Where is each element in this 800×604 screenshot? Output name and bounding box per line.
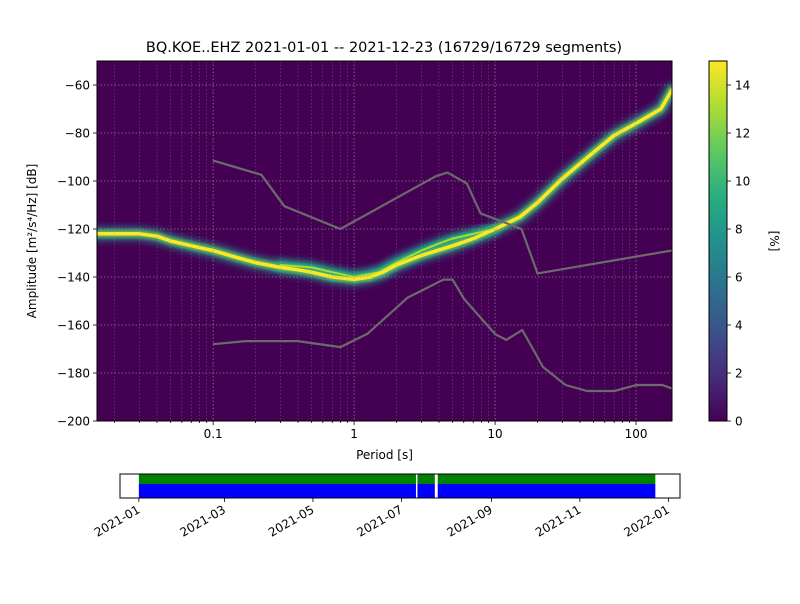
colorbar-ticks: 0 2 4 6 8 10 12 14 — [727, 79, 750, 429]
y-tick-label: −180 — [57, 367, 90, 381]
noise-model-nlnm — [212, 278, 672, 393]
timeline-tick-label: 2022-01 — [621, 502, 671, 539]
colorbar-tick-label: 14 — [735, 79, 750, 93]
data-coverage-timeline: 2021-01 2021-03 2021-05 2021-07 2021-09 2021-… — [92, 473, 681, 540]
y-tick-label: −140 — [57, 271, 90, 285]
chart-title: BQ.KOE..EHZ 2021-01-01 -- 2021-12-23 (16… — [146, 40, 622, 56]
colorbar-tick-label: 8 — [735, 223, 743, 237]
timeline-gap — [434, 474, 438, 498]
x-tick-label: 100 — [625, 427, 648, 441]
y-tick-label: −80 — [65, 127, 90, 141]
colorbar-tick-label: 6 — [735, 271, 743, 285]
colorbar-tick-label: 10 — [735, 175, 750, 189]
colorbar-gradient — [709, 61, 727, 421]
timeline-processed-bar — [138, 474, 656, 484]
timeline-tick-label: 2021-03 — [178, 502, 228, 539]
y-tick-label: −100 — [57, 175, 90, 189]
colorbar-tick-label: 2 — [735, 367, 743, 381]
psd-plot-area: 0.1 1 10 100 −60 −80 −100 −120 −140 −160 −180 −200 — [57, 60, 673, 441]
timeline-frame — [119, 473, 681, 499]
colorbar-tick-label: 12 — [735, 127, 750, 141]
colorbar-frame — [708, 60, 728, 422]
x-tick-label: 10 — [487, 427, 502, 441]
colorbar-tick-label: 4 — [735, 319, 743, 333]
timeline-tick-label: 2021-07 — [355, 502, 405, 539]
psd-mode-secondary — [279, 228, 497, 278]
timeline-tick-label: 2021-09 — [444, 502, 494, 539]
x-axis-label: Period [s] — [356, 448, 413, 462]
colorbar-label: [%] — [767, 231, 781, 252]
noise-models — [212, 159, 672, 393]
x-tick-label: 1 — [350, 427, 358, 441]
y-tick-label: −120 — [57, 223, 90, 237]
y-axis-label: Amplitude [m²/s⁴/Hz] [dB] — [25, 164, 39, 319]
x-tick-label: 0.1 — [204, 427, 223, 441]
timeline-tick-label: 2021-05 — [266, 502, 316, 539]
timeline-data-bar — [138, 484, 656, 498]
y-tick-label: −60 — [65, 79, 90, 93]
y-axis-ticks: −60 −80 −100 −120 −140 −160 −180 −200 — [57, 79, 97, 429]
y-tick-label: −200 — [57, 415, 90, 429]
colorbar-tick-label: 0 — [735, 415, 743, 429]
timeline-gap — [415, 474, 418, 498]
colorbar: 0 2 4 6 8 10 12 14 [%] — [708, 60, 781, 429]
timeline-ticks: 2021-01 2021-03 2021-05 2021-07 2021-09 2021-… — [92, 498, 672, 540]
timeline-tick-label: 2021-11 — [533, 502, 583, 539]
timeline-bars — [138, 474, 656, 498]
plot-grid — [97, 61, 672, 421]
y-tick-label: −160 — [57, 319, 90, 333]
timeline-tick-label: 2021-01 — [92, 502, 142, 539]
noise-model-nhnm — [212, 159, 672, 275]
plot-frame — [96, 60, 673, 422]
x-axis-ticks: 0.1 1 10 100 — [114, 421, 648, 441]
